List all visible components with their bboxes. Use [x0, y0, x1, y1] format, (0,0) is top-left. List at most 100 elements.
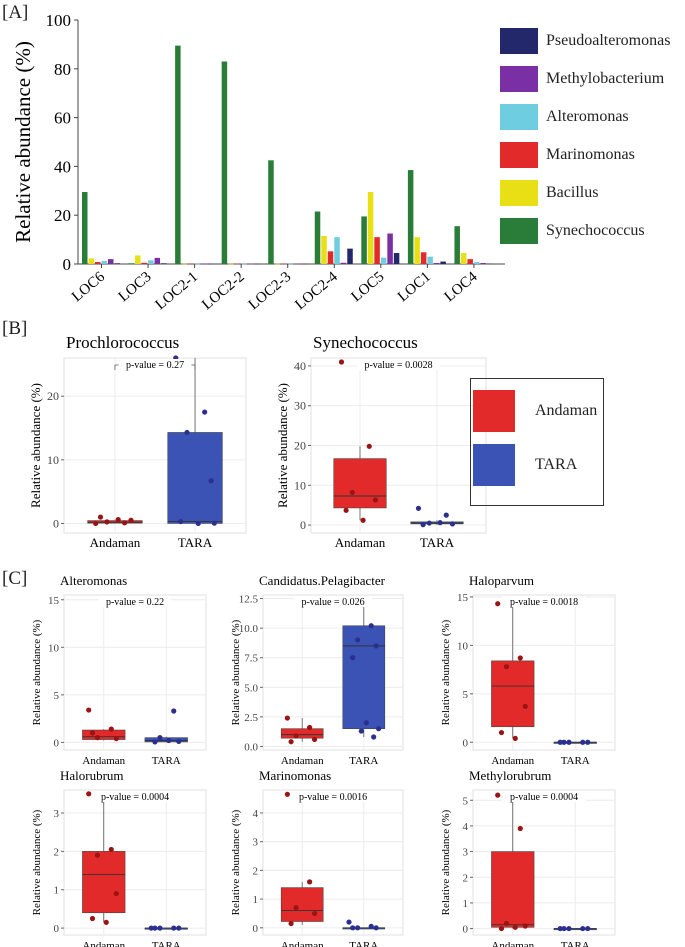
data-point: [307, 724, 313, 731]
bar: [247, 263, 254, 265]
data-point: [108, 846, 114, 853]
bar: [294, 263, 300, 265]
y-tick-label: 12.5: [239, 594, 259, 606]
data-point: [373, 925, 379, 931]
data-point: [495, 792, 501, 798]
legend-swatch: [500, 142, 538, 168]
bar: [201, 263, 207, 265]
x-tick-label: LOC2-2: [199, 269, 248, 313]
data-point: [512, 924, 518, 930]
bar: [427, 256, 433, 264]
y-tick-label: 5: [463, 795, 469, 807]
data-point: [195, 520, 201, 527]
data-point: [284, 791, 290, 797]
data-point: [148, 925, 154, 931]
bar: [486, 263, 493, 265]
data-point: [113, 735, 119, 742]
x-tick-label: LOC2-4: [292, 268, 341, 313]
y-tick-label: 0: [53, 516, 59, 530]
x-tick-label: Andaman: [82, 940, 125, 947]
y-tick-label: 2: [463, 872, 469, 884]
bar: [221, 61, 228, 265]
box: [82, 729, 126, 740]
data-point: [288, 739, 294, 745]
box: [491, 660, 535, 728]
data-point: [86, 791, 92, 797]
data-point: [449, 521, 456, 527]
legend-item: Pseudoalteromonas: [500, 22, 685, 60]
bar: [387, 233, 393, 264]
y-tick-label: 3: [463, 847, 469, 859]
data-point: [166, 737, 172, 744]
data-point: [517, 825, 523, 832]
x-tick-label: TARA: [561, 940, 590, 947]
y-tick-label: 5: [463, 689, 469, 701]
y-tick-label: 15: [48, 595, 60, 607]
data-point: [522, 703, 528, 710]
bar: [473, 262, 480, 264]
legend-item: TARA: [473, 443, 603, 487]
pvalue-bg: [93, 791, 177, 802]
data-point: [293, 733, 299, 739]
y-axis-label: Relative abundance (%): [230, 809, 242, 915]
data-point: [311, 736, 318, 742]
box: [144, 737, 188, 743]
data-point: [512, 735, 518, 741]
data-point: [358, 728, 364, 734]
bar: [161, 263, 167, 264]
data-point: [426, 520, 432, 526]
legend-box-plots: Andaman TARA: [470, 378, 604, 506]
data-point: [360, 517, 366, 523]
panel-label-a: [A]: [2, 2, 29, 23]
bar: [300, 263, 307, 265]
data-point: [349, 489, 355, 496]
data-point: [585, 739, 591, 745]
box: [167, 432, 223, 524]
legend-swatch: [500, 104, 538, 130]
plot-title: Methylorubrum: [469, 768, 551, 783]
data-point: [498, 729, 505, 736]
y-tick-label: 1: [54, 885, 60, 897]
legend-label: Synechococcus: [546, 222, 645, 239]
bar: [148, 260, 154, 264]
data-point: [86, 707, 92, 713]
y-tick-label: 10: [294, 478, 306, 492]
x-tick-label: Andaman: [491, 755, 534, 767]
bar: [334, 237, 340, 264]
x-tick-label: LOC2-1: [153, 269, 202, 313]
data-point: [184, 429, 190, 436]
data-point: [343, 507, 349, 513]
y-tick-label: 10.0: [239, 623, 259, 635]
x-tick-label: Andaman: [335, 535, 386, 550]
y-tick-label: 5.0: [244, 682, 258, 694]
y-tick-label: 3: [54, 808, 60, 820]
y-axis-label: Relative abundance (%): [11, 41, 35, 243]
data-point: [346, 919, 352, 925]
y-tick-label: 40: [54, 157, 71, 176]
x-tick-label: TARA: [152, 940, 181, 947]
y-tick-label: 4: [463, 821, 469, 833]
x-tick-label: LOC4: [442, 268, 481, 305]
bar: [188, 263, 194, 265]
x-tick-label: LOC1: [395, 269, 434, 305]
legend-bar-chart: Pseudoalteromonas Methylobacterium Alter…: [500, 22, 685, 250]
data-point: [557, 739, 563, 745]
bar: [95, 262, 101, 264]
data-point: [372, 497, 379, 503]
bar: [347, 248, 353, 264]
legend-label: Andaman: [535, 402, 598, 419]
data-point: [566, 739, 572, 745]
x-tick-label: Andaman: [281, 755, 324, 767]
data-point: [288, 920, 294, 927]
x-tick-label: TARA: [152, 755, 181, 767]
y-tick-label: 0: [63, 255, 72, 274]
y-tick-label: 20: [54, 206, 71, 225]
y-tick-label: 1: [253, 894, 259, 906]
bar: [154, 257, 161, 264]
data-point: [202, 409, 208, 415]
data-point: [338, 359, 345, 365]
legend-label: Pseudoalteromonas: [546, 32, 671, 49]
y-axis-label: Relative abundance (%): [440, 619, 452, 725]
bar: [128, 263, 135, 264]
bar: [420, 252, 427, 264]
